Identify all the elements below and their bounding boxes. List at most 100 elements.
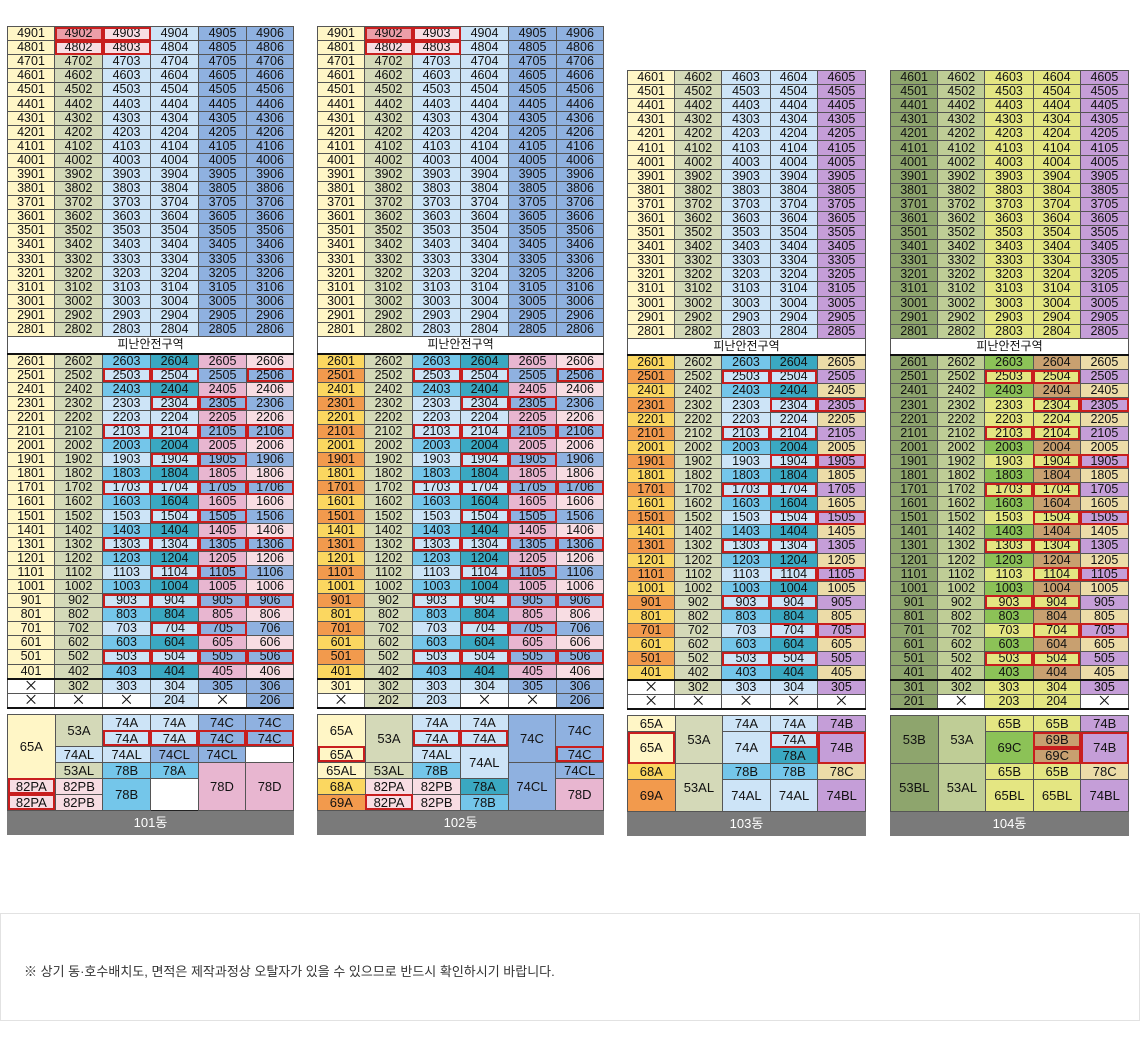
unit-cell: 3801 [317,181,365,197]
unit-cell: 2001 [7,438,55,454]
unit-cell: 4001 [7,152,55,168]
unit-cell: 1605 [1079,496,1130,512]
unit-cell: 2205 [1079,411,1130,427]
unit-cell: 601 [7,635,55,651]
unit-type-cell: 53A [937,715,987,765]
unit-cell: 3402 [364,237,413,253]
unit-cell: 1302 [937,538,986,554]
unit-cell: 1303 [984,538,1034,554]
unit-cell: 1603 [412,494,461,510]
unit-cell: 3805 [1079,182,1130,198]
unit-type-cell: 82PB [412,793,461,811]
empty-cell: ⨉ [7,692,55,709]
unit-cell: 4003 [102,152,151,168]
unit-cell: 2301 [317,395,365,411]
unit-cell: 302 [54,677,103,694]
unit-cell: 4002 [54,152,103,168]
unit-cell: 4203 [721,126,771,142]
unit-cell: 701 [889,622,939,639]
unit-cell: 4002 [937,154,986,170]
unit-type-cell: 74BL [1080,779,1129,813]
unit-cell: 605 [1079,637,1130,653]
unit-type-cell: 78B [769,763,819,781]
unit-cell: 3001 [7,293,55,309]
unit-cell: 2006 [556,438,604,454]
unit-type-cell: 53A [54,713,104,747]
unit-cell: 1802 [674,467,723,484]
unit-cell: 4304 [1032,112,1081,128]
unit-cell: 3402 [937,239,986,255]
building-101: 4901 4902 4903 4904 4905 4906 4801 4802 4803 4804… [7,0,294,835]
unit-type-cell: 74BL [817,779,866,813]
unit-cell: 604 [460,635,509,651]
unit-cell: 3004 [150,293,199,309]
unit-cell: 2506 [246,367,294,383]
unit-type-cell: 53AL [674,763,724,813]
unit-cell: 3003 [412,293,461,309]
unit-cell: 1902 [364,452,413,468]
unit-cell: 4702 [364,54,413,70]
unit-cell: 4203 [984,126,1034,142]
empty-cell: ⨉ [198,692,247,709]
unit-cell: 2201 [317,409,365,425]
unit-cell: 3103 [412,279,461,295]
unit-cell: 3804 [1032,182,1081,198]
unit-cell: 202 [364,692,413,709]
unit-cell: 406 [556,663,604,680]
unit-cell: 3803 [412,181,461,197]
unit-cell: 2502 [364,367,413,383]
unit-cell: 1501 [889,510,939,526]
unit-cell: 4302 [937,112,986,128]
unit-cell: 1101 [626,566,676,582]
disclaimer-text: ※ 상기 동·호수배치도, 면적은 제작과정상 오탈자가 있을 수 있으므로 반… [24,964,555,979]
unit-cell: 4503 [102,82,151,98]
unit-cell: 206 [246,692,294,709]
unit-cell: 2501 [626,369,676,385]
unit-cell: 3206 [246,265,294,281]
unit-cell: 3005 [1079,295,1130,311]
unit-cell: 4703 [102,54,151,70]
unit-cell: 3203 [984,267,1034,283]
unit-cell: 4405 [816,98,867,114]
unit-cell: 3502 [364,223,413,239]
unit-cell: 3802 [54,181,103,197]
unit-cell: 1803 [412,466,461,482]
unit-cell: 3205 [1079,267,1130,283]
unit-cell: 2203 [721,411,771,427]
unit-cell: 3703 [412,195,461,211]
unit-cell: 2001 [626,439,676,455]
unit-cell: 4005 [508,152,557,168]
unit-cell: 1102 [364,564,413,580]
unit-cell: 1304 [769,538,818,554]
unit-cell: 3406 [556,237,604,253]
unit-cell: 404 [460,663,509,680]
unit-cell: 203 [984,694,1034,711]
unit-cell: 1902 [937,453,986,469]
unit-cell: 2806 [246,321,294,338]
unit-cell: 4203 [412,124,461,140]
unit-cell: 3805 [198,181,247,197]
unit-cell: 3705 [816,196,867,212]
unit-cell: 3902 [364,166,413,183]
unit-cell: 2305 [1079,397,1130,413]
unit-cell: 1805 [1079,467,1130,484]
unit-cell: 1406 [556,522,604,538]
unit-cell: 4705 [508,54,557,70]
unit-cell: 4102 [937,140,986,156]
unit-cell: 602 [937,637,986,653]
unit-cell: 906 [246,593,294,609]
unit-cell: 2102 [364,423,413,440]
unit-cell: 1501 [317,508,365,524]
unit-cell: 2805 [508,321,557,338]
unit-cell: 1205 [198,550,247,566]
unit-cell: 3004 [1032,295,1081,311]
unit-cell: 604 [150,635,199,651]
unit-cell: 705 [1079,622,1130,639]
unit-type-cell: 74A [149,713,199,731]
unit-cell: 2003 [412,438,461,454]
unit-cell: 4106 [556,138,604,154]
unit-cell: 2005 [508,438,557,454]
unit-cell: 1903 [721,453,771,469]
unit-cell: 2805 [816,323,867,339]
unit-cell: 4302 [54,110,103,126]
